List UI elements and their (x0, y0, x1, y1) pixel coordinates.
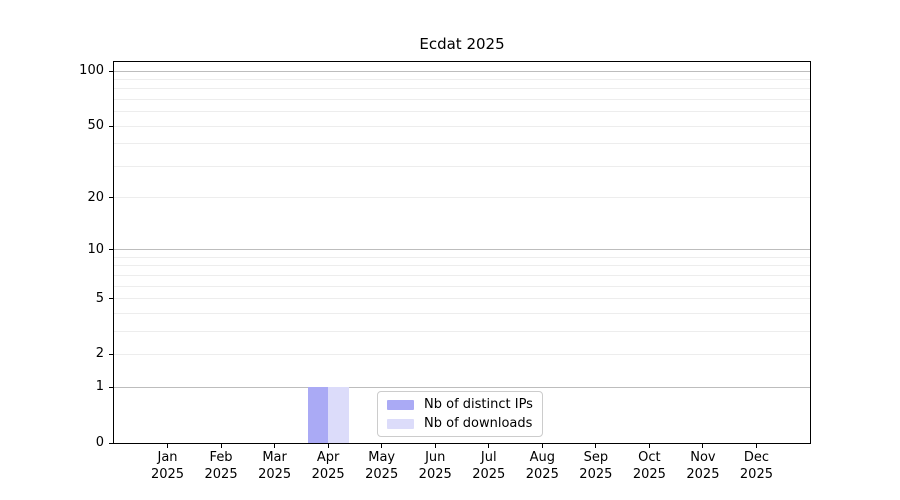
x-tick (434, 444, 436, 448)
y-tick-label: 0 (95, 435, 104, 450)
legend: Nb of distinct IPs Nb of downloads (377, 391, 543, 437)
x-tick-label-month: Jul (480, 450, 497, 465)
gridline-minor (114, 330, 810, 332)
x-tick-label-year: 2025 (632, 467, 666, 482)
y-tick (109, 197, 113, 199)
x-tick-label: Sep 2025 (564, 449, 628, 483)
x-tick-label-year: 2025 (472, 467, 506, 482)
gridline-minor (114, 125, 810, 127)
gridline-major (114, 386, 810, 388)
y-tick (109, 353, 113, 355)
x-tick (381, 444, 383, 448)
x-tick-label: Dec 2025 (724, 449, 788, 483)
x-tick (167, 444, 169, 448)
x-tick-label: May 2025 (350, 449, 414, 483)
gridline-major (114, 70, 810, 72)
y-tick-label: 20 (87, 189, 104, 205)
x-tick-label-year: 2025 (258, 467, 292, 482)
y-tick-label: 100 (79, 63, 104, 79)
x-tick-label-year: 2025 (365, 467, 399, 482)
gridline-minor (114, 353, 810, 355)
x-tick (327, 444, 329, 448)
gridline-minor (114, 298, 810, 300)
y-tick (109, 249, 113, 251)
x-tick-label: Jul 2025 (457, 449, 521, 483)
gridline-minor (114, 265, 810, 267)
y-tick (109, 298, 113, 300)
gridline-minor (114, 285, 810, 287)
y-tick (109, 125, 113, 127)
chart-title: Ecdat 2025 (419, 35, 505, 53)
legend-label: Nb of downloads (424, 416, 533, 431)
x-tick-label: Apr 2025 (296, 449, 360, 483)
x-tick-label: Oct 2025 (617, 449, 681, 483)
gridline-minor (114, 197, 810, 199)
y-tick-label: 2 (95, 346, 104, 362)
x-tick-label: Feb 2025 (189, 449, 253, 483)
x-tick-label-month: Sep (583, 450, 609, 465)
plot-area (113, 61, 811, 444)
x-tick (488, 444, 490, 448)
x-tick-label-month: Aug (529, 450, 555, 465)
bar-nb-of-downloads-apr (328, 387, 349, 443)
bar-nb-of-distinct-ips-apr (307, 387, 329, 443)
x-tick-label-year: 2025 (525, 467, 559, 482)
x-tick-label-month: Mar (262, 450, 287, 465)
y-tick-label: 1 (95, 379, 104, 395)
y-tick (109, 442, 113, 444)
x-tick-label: Jan 2025 (136, 449, 200, 483)
x-tick (541, 444, 543, 448)
y-tick (109, 70, 113, 72)
x-tick-label-year: 2025 (311, 467, 345, 482)
y-tick (109, 386, 113, 388)
x-tick (755, 444, 757, 448)
x-tick-label-month: Apr (316, 450, 340, 465)
x-tick-label-month: May (368, 450, 396, 465)
x-tick (220, 444, 222, 448)
gridline-minor (114, 88, 810, 90)
gridline-minor (114, 78, 810, 80)
x-tick-label-month: Feb (209, 450, 233, 465)
x-tick-label-month: Oct (638, 450, 661, 465)
gridline-minor (114, 312, 810, 314)
x-tick-label: Jun 2025 (403, 449, 467, 483)
y-tick-label: 50 (87, 118, 104, 134)
x-tick-label: Nov 2025 (671, 449, 735, 483)
x-tick-label-month: Jan (157, 450, 178, 465)
gridline-minor (114, 143, 810, 145)
gridline-minor (114, 111, 810, 113)
gridline-minor (114, 165, 810, 167)
x-tick-label-month: Jun (425, 450, 446, 465)
x-tick (702, 444, 704, 448)
gridline-major (114, 249, 810, 251)
y-tick-label: 5 (95, 290, 104, 306)
gridline-minor (114, 256, 810, 258)
gridline-minor (114, 274, 810, 276)
x-tick (274, 444, 276, 448)
legend-row-nb-of-downloads: Nb of downloads (387, 416, 533, 431)
legend-label: Nb of distinct IPs (424, 397, 533, 412)
legend-row-nb-of-distinct-ips: Nb of distinct IPs (387, 397, 533, 412)
x-tick-label-year: 2025 (204, 467, 238, 482)
x-tick-label: Mar 2025 (243, 449, 307, 483)
x-tick-label-year: 2025 (418, 467, 452, 482)
x-tick-label: Aug 2025 (510, 449, 574, 483)
x-tick-label-year: 2025 (579, 467, 613, 482)
x-tick-label-month: Dec (743, 450, 770, 465)
x-tick-label-year: 2025 (739, 467, 773, 482)
x-tick-label-month: Nov (690, 450, 716, 465)
x-tick-label-year: 2025 (150, 467, 185, 482)
gridline-minor (114, 98, 810, 100)
x-tick-label-year: 2025 (686, 467, 720, 482)
x-tick (648, 444, 650, 448)
x-tick (595, 444, 597, 448)
y-tick-label: 10 (87, 241, 104, 257)
legend-swatch-nb-of-distinct-ips (387, 399, 414, 410)
legend-swatch-nb-of-downloads (387, 418, 414, 429)
